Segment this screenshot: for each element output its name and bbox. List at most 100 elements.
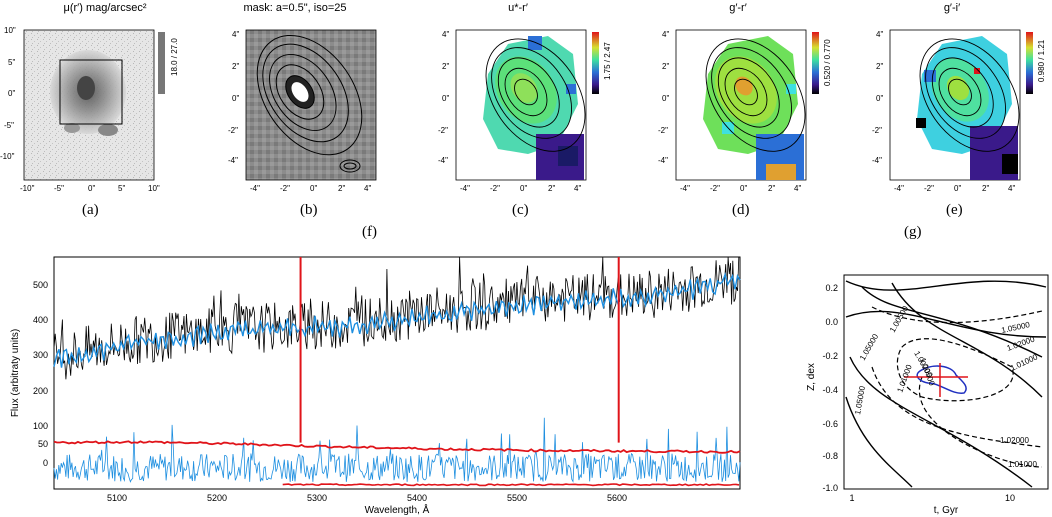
panel-a-xtick: 0" xyxy=(88,184,96,193)
chi2-ytick: -0.2 xyxy=(822,351,838,361)
panel-d-ytick: -2" xyxy=(658,126,668,135)
spectrum-ytick: 400 xyxy=(33,315,48,325)
panel-d-image xyxy=(675,29,819,181)
error-series xyxy=(53,440,741,454)
panel-d-xtick: 2" xyxy=(768,184,776,193)
panel-c-xtick: 2" xyxy=(548,184,556,193)
panel-d-ytick: 4" xyxy=(662,30,670,39)
panel-e-ytick: -4" xyxy=(872,156,882,165)
panel-a-xtick: 5" xyxy=(118,184,126,193)
panel-a-xtick: 10" xyxy=(148,184,160,193)
panel-c-xtick: -2" xyxy=(490,184,500,193)
panel-d-caption: (d) xyxy=(732,202,750,218)
chi2-xtick: 10 xyxy=(1005,493,1015,503)
panel-e: g′-i′ 0.980 / 1.21 4" 2" 0" -2" -4" -4" … xyxy=(862,0,1052,225)
panel-b-xtick: 0" xyxy=(310,184,318,193)
panel-d-ytick: -4" xyxy=(658,156,668,165)
panel-e-caption: (e) xyxy=(946,202,963,218)
panel-b: mask: a=0.5", iso=25 4" 2" 0" -2" -4" -4… xyxy=(210,0,380,225)
panel-c-caption: (c) xyxy=(512,202,529,218)
panel-b-ytick: -2" xyxy=(228,126,238,135)
spectrum-xtick: 5200 xyxy=(207,493,227,503)
panel-b-ytick: 4" xyxy=(232,30,240,39)
panel-a-ytick: 0" xyxy=(8,89,16,98)
chi2-ytick: 0.2 xyxy=(825,283,838,293)
panel-a-caption: (a) xyxy=(82,202,99,218)
spectrum-xtick: 5100 xyxy=(107,493,127,503)
panel-e-xtick: 4" xyxy=(1008,184,1016,193)
spectrum-ytick: 50 xyxy=(38,439,48,449)
panel-a-cbar-label: 18.0 / 27.0 xyxy=(170,38,179,76)
spectrum-ytick: 100 xyxy=(33,421,48,431)
panel-c-xtick: -4" xyxy=(460,184,470,193)
panel-b-caption: (b) xyxy=(300,202,318,218)
spectrum-xtick: 5600 xyxy=(607,493,627,503)
spectrum-xlabel: Wavelength, Å xyxy=(365,503,430,516)
panel-e-ytick: 0" xyxy=(876,94,884,103)
model-series xyxy=(53,271,741,368)
panel-d-cbar-label: 0.520 / 0.770 xyxy=(823,39,832,86)
chi2-ytick: 0.0 xyxy=(825,317,838,327)
chi2-ytick: -0.4 xyxy=(822,385,838,395)
spectrum-xtick: 5300 xyxy=(307,493,327,503)
chi2-xtick: 1 xyxy=(849,493,854,503)
contour-label: 1.02000 xyxy=(1000,436,1029,445)
panel-e-image xyxy=(889,29,1033,181)
panel-a-ytick: 10" xyxy=(4,26,16,35)
panel-e-xtick: -2" xyxy=(924,184,934,193)
panel-b-ytick: 2" xyxy=(232,62,240,71)
panel-e-ytick: 2" xyxy=(876,62,884,71)
panel-b-xtick: -4" xyxy=(250,184,260,193)
spectrum-plot: Wavelength, Å Flux (arbitraty units) 510… xyxy=(10,256,741,516)
panel-e-title: g′-i′ xyxy=(943,2,961,14)
panel-d-xtick: -2" xyxy=(710,184,720,193)
error-lower-series xyxy=(282,483,740,487)
panel-f-caption: (f) xyxy=(362,224,377,240)
chi2-ytick: -1.0 xyxy=(822,483,838,493)
spectrum-ytick: 200 xyxy=(33,386,48,396)
spectrum-xtick: 5400 xyxy=(407,493,427,503)
chi2-ylabel: Z, dex xyxy=(806,363,817,391)
panel-a-title: μ(r′) mag/arcsec² xyxy=(63,2,147,14)
panel-e-xtick: 0" xyxy=(954,184,962,193)
panel-c-xtick: 4" xyxy=(574,184,582,193)
panel-e-ytick: 4" xyxy=(876,30,884,39)
panel-a-xtick: -5" xyxy=(54,184,64,193)
panel-d: g′-r′ 0.520 / 0.770 4" 2" 0" -2" -4" -4"… xyxy=(648,0,838,225)
residual-series xyxy=(53,417,741,483)
panel-c: u*-r′ 1.75 / 2.47 4" 2" 0" -2" -4" -4" -… xyxy=(428,0,618,225)
panel-d-xtick: 4" xyxy=(794,184,802,193)
spectrum-xtick: 5500 xyxy=(507,493,527,503)
panel-b-ytick: 0" xyxy=(232,94,240,103)
panel-a-ytick: -5" xyxy=(4,121,14,130)
panel-b-ytick: -4" xyxy=(228,156,238,165)
chi2-ytick: -0.8 xyxy=(822,451,838,461)
panel-c-ytick: 2" xyxy=(442,62,450,71)
panel-d-title: g′-r′ xyxy=(729,2,747,14)
spectrum-ytick: 500 xyxy=(33,280,48,290)
chi2-ytick: -0.6 xyxy=(822,419,838,429)
panel-c-ytick: 4" xyxy=(442,30,450,39)
panel-c-ytick: -4" xyxy=(438,156,448,165)
panel-d-ytick: 0" xyxy=(662,94,670,103)
panel-c-title: u*-r′ xyxy=(508,2,528,14)
panel-a-xtick: -10" xyxy=(20,184,35,193)
panel-e-cbar-label: 0.980 / 1.21 xyxy=(1037,39,1046,82)
spectrum-ytick: 300 xyxy=(33,350,48,360)
panel-d-xtick: 0" xyxy=(740,184,748,193)
panel-d-ytick: 2" xyxy=(662,62,670,71)
contour-label: 1.01000 xyxy=(1008,460,1037,469)
panel-b-xtick: 4" xyxy=(364,184,372,193)
chi2-map: 1.05000 1.02000 1.01000 1.00500 1.00200 … xyxy=(806,274,1049,516)
panel-a: μ(r′) mag/arcsec² 18.0 / 27.0 10" 5" 0" … xyxy=(0,0,200,225)
panel-e-ytick: -2" xyxy=(872,126,882,135)
panel-b-xtick: -2" xyxy=(280,184,290,193)
panel-a-ytick: -10" xyxy=(0,152,15,161)
panel-a-image xyxy=(23,29,165,181)
panel-c-image xyxy=(455,29,599,181)
panel-c-ytick: -2" xyxy=(438,126,448,135)
panel-a-ytick: 5" xyxy=(8,58,16,67)
panel-g-caption: (g) xyxy=(904,224,922,240)
panel-b-xtick: 2" xyxy=(338,184,346,193)
panel-e-xtick: -4" xyxy=(894,184,904,193)
